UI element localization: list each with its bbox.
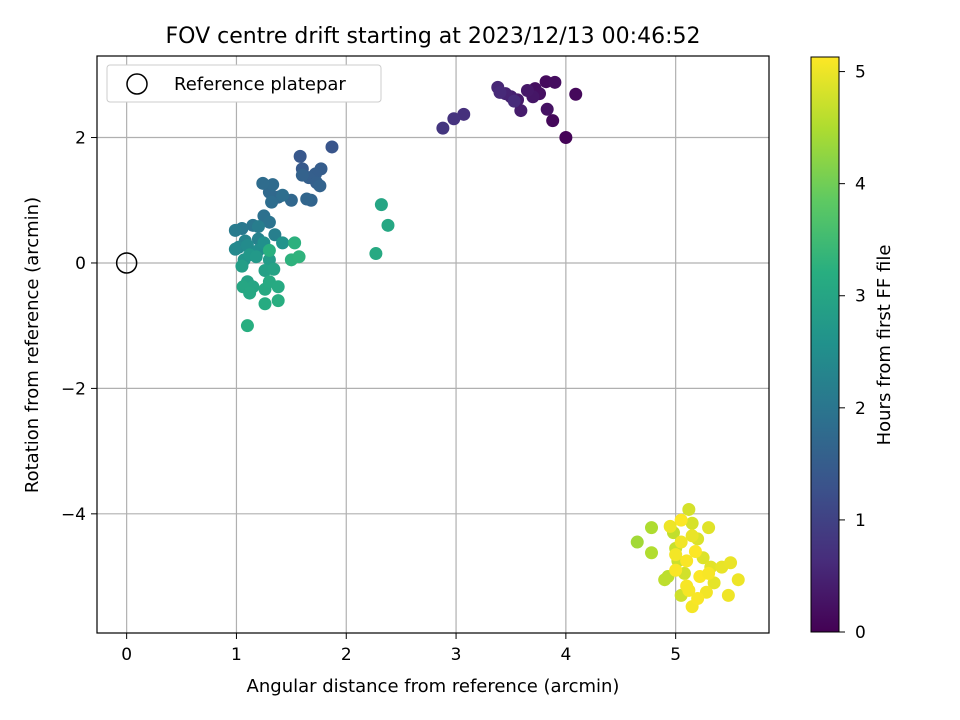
data-point <box>520 83 534 97</box>
legend: Reference platepar <box>106 64 382 103</box>
data-point <box>645 521 659 535</box>
colorbar-tick-label: 1 <box>855 511 866 531</box>
data-point <box>559 131 573 145</box>
legend-entry: Reference platepar <box>174 74 346 95</box>
data-point <box>682 583 696 597</box>
legend-box <box>106 64 382 103</box>
data-point <box>292 250 306 264</box>
data-point <box>381 218 395 232</box>
colorbar-tick-label: 0 <box>855 623 866 643</box>
data-point <box>669 563 683 577</box>
data-point <box>685 516 699 530</box>
data-point <box>457 107 471 121</box>
data-point <box>325 140 339 154</box>
data-point <box>243 286 257 300</box>
colorbar-gradient <box>810 56 840 633</box>
data-point <box>228 242 242 256</box>
data-point <box>731 573 745 587</box>
y-tick-label: −2 <box>61 379 86 399</box>
data-point <box>688 544 702 558</box>
data-point <box>240 319 254 333</box>
y-tick-label: −4 <box>61 505 86 525</box>
colorbar-tick-label: 4 <box>855 175 866 195</box>
data-point <box>256 176 270 190</box>
data-point <box>540 102 554 116</box>
y-axis-label: Rotation from reference (arcmin) <box>22 197 43 493</box>
y-axis-ticks: −4 −2 0 2 <box>61 129 97 525</box>
data-point <box>724 556 738 570</box>
data-point <box>436 121 450 135</box>
y-tick-label: 2 <box>75 129 86 149</box>
data-point <box>266 178 280 192</box>
data-point <box>674 513 688 527</box>
data-point <box>295 168 309 182</box>
data-point <box>674 535 688 549</box>
data-point <box>645 546 659 560</box>
x-tick-label: 0 <box>121 645 132 665</box>
data-point <box>507 94 521 108</box>
data-point <box>569 87 583 101</box>
data-points <box>228 75 745 614</box>
data-point <box>268 228 282 242</box>
data-point <box>702 521 716 535</box>
data-point <box>251 220 265 234</box>
data-point <box>258 297 272 311</box>
data-point <box>691 592 705 606</box>
data-point <box>293 149 307 163</box>
data-point <box>262 215 276 229</box>
grid-lines <box>97 56 769 633</box>
data-point <box>267 262 281 276</box>
data-point <box>228 223 242 237</box>
x-tick-label: 3 <box>451 645 462 665</box>
y-tick-label: 0 <box>75 254 86 274</box>
data-point <box>707 576 721 590</box>
data-point <box>313 179 327 193</box>
colorbar-tick-label: 3 <box>855 287 866 307</box>
data-point <box>271 294 285 308</box>
data-point <box>493 85 507 99</box>
colorbar-tick-label: 2 <box>855 399 866 419</box>
data-point <box>235 259 249 273</box>
chart-title: FOV centre drift starting at 2023/12/13 … <box>166 24 701 49</box>
data-point <box>546 114 560 128</box>
colorbar: 0 1 2 3 4 5 Hours from first FF file <box>810 56 895 643</box>
data-point <box>369 247 383 261</box>
data-point <box>514 104 528 118</box>
x-tick-label: 2 <box>341 645 352 665</box>
data-point <box>685 529 699 543</box>
data-point <box>721 588 735 602</box>
x-tick-label: 1 <box>231 645 242 665</box>
x-axis-label: Angular distance from reference (arcmin) <box>247 676 620 697</box>
data-point <box>630 535 644 549</box>
data-point <box>680 554 694 568</box>
data-point <box>276 236 290 250</box>
plot-frame <box>96 55 770 634</box>
data-point <box>276 188 290 202</box>
data-point <box>702 566 716 580</box>
x-tick-label: 5 <box>670 645 681 665</box>
data-point <box>658 573 672 587</box>
x-axis-ticks: 0 1 2 3 4 5 <box>121 633 681 665</box>
data-point <box>265 195 279 209</box>
colorbar-tick-label: 5 <box>855 63 866 83</box>
data-point <box>548 75 562 89</box>
data-point <box>663 519 677 533</box>
data-point <box>249 250 263 264</box>
data-point <box>669 548 683 562</box>
data-point <box>447 112 461 126</box>
reference-marker <box>115 252 138 274</box>
data-point <box>682 502 696 516</box>
data-point <box>300 192 314 206</box>
colorbar-label: Hours from first FF file <box>874 245 895 446</box>
colorbar-ticks: 0 1 2 3 4 5 <box>839 63 866 643</box>
data-point <box>262 243 276 257</box>
data-point <box>374 198 388 212</box>
x-tick-label: 4 <box>560 645 571 665</box>
legend-marker-icon <box>126 73 148 95</box>
data-point <box>288 236 302 250</box>
data-point <box>271 280 285 294</box>
